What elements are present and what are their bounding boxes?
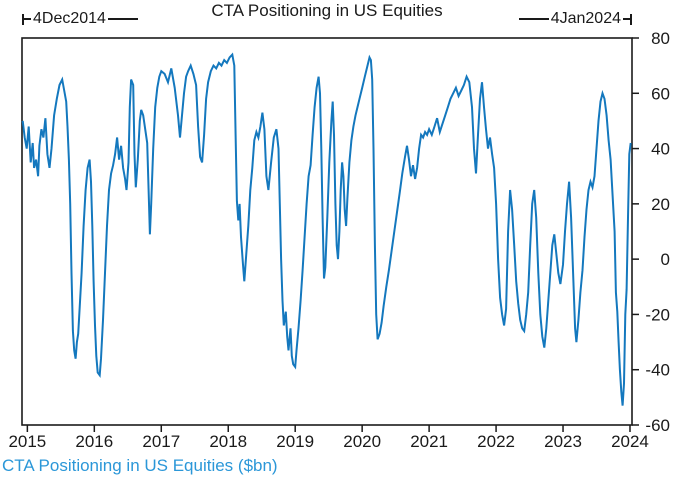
- x-tick-label: 2020: [343, 432, 381, 451]
- range-end-line: [518, 18, 549, 20]
- y-tick-label: 80: [651, 29, 670, 48]
- chart-title: CTA Positioning in US Equities: [211, 1, 443, 20]
- end-date-label: 4Jan2024: [550, 10, 621, 27]
- x-tick-label: 2021: [410, 432, 448, 451]
- plot-border: [21, 37, 633, 426]
- x-tick-label: 2018: [209, 432, 247, 451]
- x-tick-label: 2015: [8, 432, 46, 451]
- x-tick-label: 2022: [477, 432, 515, 451]
- x-tick-label: 2019: [276, 432, 314, 451]
- y-tick-label: -40: [645, 361, 670, 380]
- range-end-line: [623, 18, 630, 20]
- x-tick-label: 2023: [544, 432, 582, 451]
- x-tick-label: 2016: [75, 432, 113, 451]
- y-tick-label: -20: [645, 305, 670, 324]
- x-tick-label: 2024: [611, 432, 649, 451]
- y-tick-label: 40: [651, 140, 670, 159]
- range-end-cap-icon: [630, 13, 632, 25]
- range-start-line: [107, 18, 138, 20]
- y-tick-label: 0: [661, 250, 670, 269]
- data-line: [21, 52, 632, 406]
- y-tick-label: 20: [651, 195, 670, 214]
- range-start-line: [24, 18, 31, 20]
- start-date-label: 4Dec2014: [33, 10, 106, 27]
- start-date-annotation: 4Dec2014: [22, 10, 138, 27]
- end-date-annotation: 4Jan2024: [518, 10, 632, 27]
- x-tick-label: 2017: [142, 432, 180, 451]
- range-start-cap-icon: [22, 13, 24, 25]
- y-tick-label: 60: [651, 84, 670, 103]
- chart-caption: CTA Positioning in US Equities ($bn): [2, 456, 278, 475]
- y-tick-label: -60: [645, 416, 670, 435]
